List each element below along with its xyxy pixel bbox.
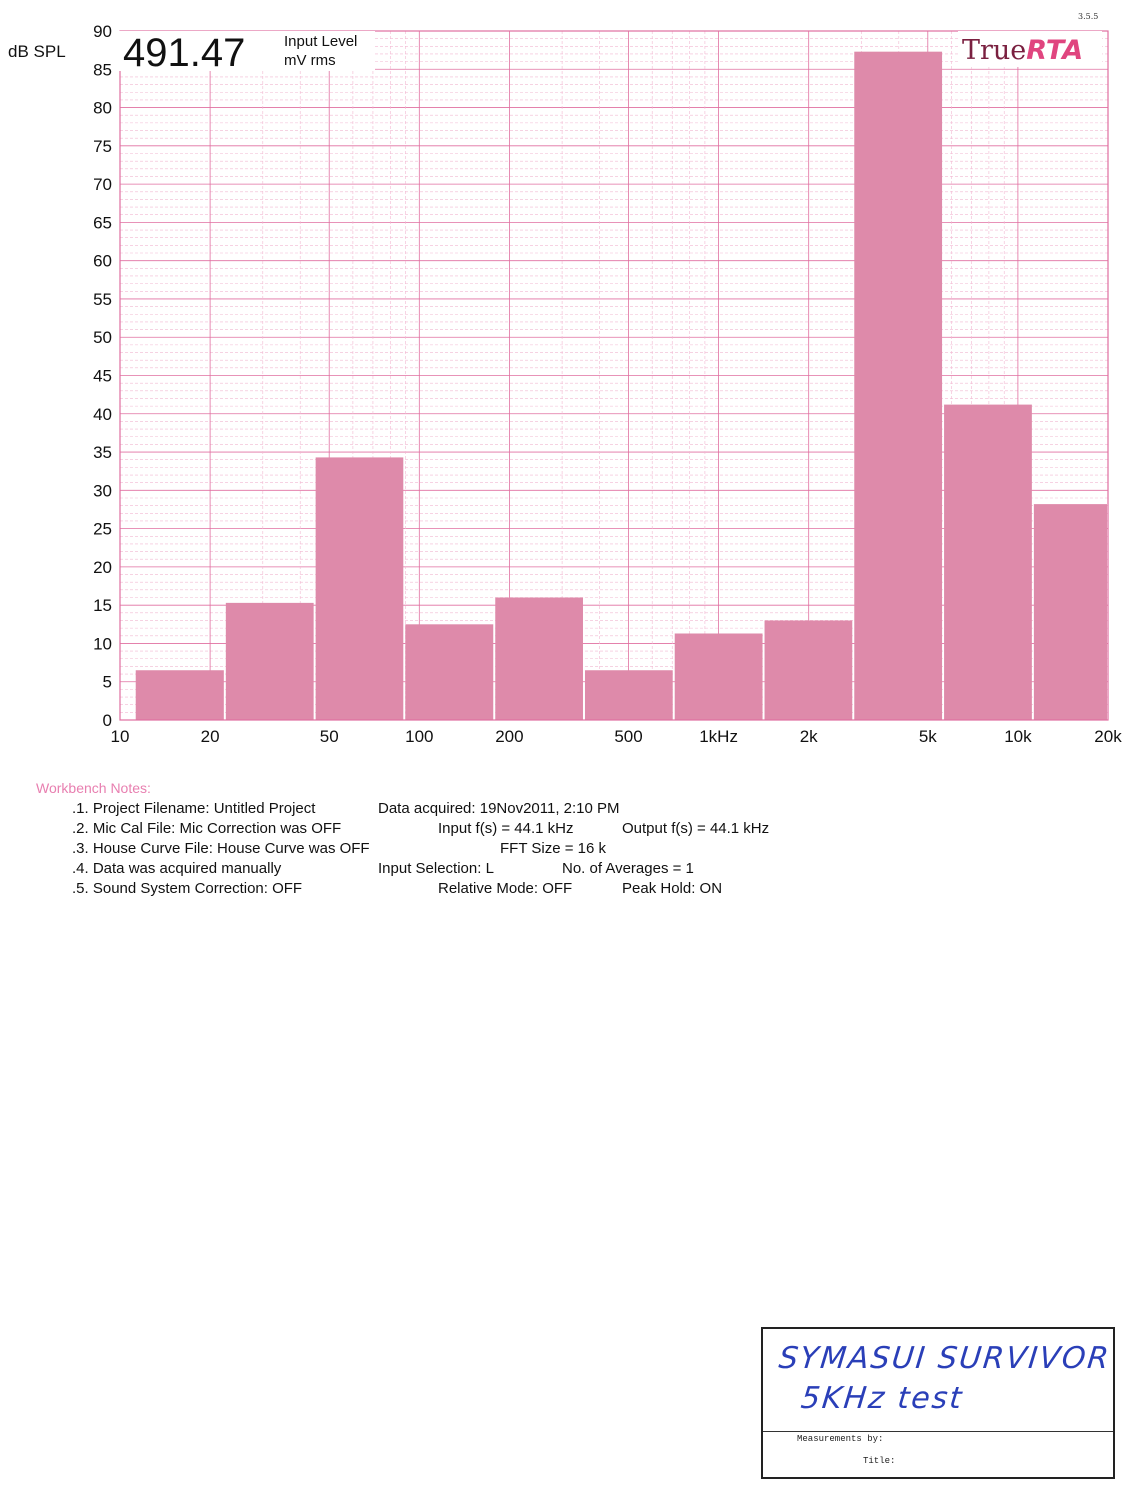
y-tick-label: 55 xyxy=(93,290,112,309)
version-label: 3.5.5 xyxy=(1078,12,1099,21)
plot-frame xyxy=(119,30,1109,721)
input-level-unit: mV rms xyxy=(284,52,336,69)
chart-bar xyxy=(495,597,583,720)
y-tick-label: 15 xyxy=(93,596,112,615)
workbench-notes-heading: Workbench Notes: xyxy=(36,780,151,796)
chart-bar xyxy=(135,670,224,720)
x-tick-label: 5k xyxy=(919,727,937,746)
rta-chart: 0 5 10 15 20 25 30 35 40 45 50 55 60 65 70 75 80 85 90 10 2… xyxy=(8,22,1123,746)
y-tick-labels: 0 5 10 15 20 25 30 35 40 45 50 55 60 65 70 75 80 85 90 xyxy=(93,22,112,730)
chart-bar xyxy=(315,457,404,720)
input-level-box xyxy=(119,31,375,71)
chart-bar xyxy=(1033,504,1107,720)
measurements-by-label: Measurements by: xyxy=(797,1434,884,1444)
chart-bar xyxy=(764,620,853,720)
y-tick-label: 80 xyxy=(93,99,112,118)
y-tick-label: 40 xyxy=(93,405,112,424)
x-tick-label: 200 xyxy=(495,727,523,746)
y-tick-label: 65 xyxy=(93,213,112,232)
note-averages: No. of Averages = 1 xyxy=(562,860,694,877)
x-tick-label: 10k xyxy=(1004,727,1032,746)
y-tick-label: 10 xyxy=(93,634,112,653)
y-tick-label: 70 xyxy=(93,175,112,194)
note-data-acquired: Data acquired: 19Nov2011, 2:10 PM xyxy=(378,800,620,817)
y-tick-label: 5 xyxy=(103,673,112,692)
note-sound-system: .5. Sound System Correction: OFF xyxy=(72,880,303,897)
chart-bar xyxy=(944,404,1032,720)
y-tick-label: 0 xyxy=(103,711,112,730)
handwritten-title: SYMASUI SURVIVOR xyxy=(777,1341,1113,1376)
y-tick-label: 20 xyxy=(93,558,112,577)
title-label: Title: xyxy=(863,1456,896,1466)
y-tick-label: 75 xyxy=(93,137,112,156)
note-fft-size: FFT Size = 16 k xyxy=(500,840,607,857)
brand-logo: TrueRTA xyxy=(962,35,1083,66)
note-input-selection: Input Selection: L xyxy=(378,860,494,877)
y-tick-label: 50 xyxy=(93,328,112,347)
chart-bar xyxy=(674,633,763,720)
y-tick-label: 45 xyxy=(93,367,112,386)
note-output-fs: Output f(s) = 44.1 kHz xyxy=(622,820,770,837)
x-tick-label: 1kHz xyxy=(699,727,738,746)
x-tick-labels: 10 20 50 100 200 500 1kHz 2k 5k 10k 20k xyxy=(111,727,1123,746)
x-tick-label: 10 xyxy=(111,727,130,746)
note-project-filename: .1. Project Filename: Untitled Project xyxy=(72,800,316,817)
x-tick-label: 500 xyxy=(614,727,642,746)
y-tick-label: 90 xyxy=(93,22,112,41)
x-tick-label: 20k xyxy=(1094,727,1122,746)
note-acquired-manually: .4. Data was acquired manually xyxy=(72,860,282,877)
x-tick-label: 20 xyxy=(201,727,220,746)
handwritten-subtitle: 5KHz test xyxy=(799,1381,966,1416)
x-tick-label: 2k xyxy=(800,727,818,746)
note-mic-cal: .2. Mic Cal File: Mic Correction was OFF xyxy=(72,820,342,837)
brand-box xyxy=(958,31,1102,67)
x-tick-label: 100 xyxy=(405,727,433,746)
chart-bars xyxy=(135,51,1107,721)
y-tick-label: 30 xyxy=(93,481,112,500)
stamp-handwritten-area: SYMASUI SURVIVOR 5KHz test xyxy=(763,1329,1113,1432)
chart-bar xyxy=(854,51,943,721)
chart-bar xyxy=(584,670,673,720)
input-level-label: Input Level xyxy=(284,33,357,50)
input-level-value: 491.47 xyxy=(123,31,245,75)
note-relative-mode: Relative Mode: OFF xyxy=(438,880,573,897)
note-house-curve: .3. House Curve File: House Curve was OF… xyxy=(72,840,370,857)
brand-logo-true: True xyxy=(962,35,1026,66)
chart-bar xyxy=(405,624,494,720)
y-tick-label: 60 xyxy=(93,252,112,271)
y-axis-unit-label: dB SPL xyxy=(8,42,66,61)
y-tick-label: 85 xyxy=(93,60,112,79)
y-tick-label: 35 xyxy=(93,443,112,462)
chart-grid xyxy=(119,30,1109,721)
note-peak-hold: Peak Hold: ON xyxy=(622,880,723,897)
brand-logo-rta: RTA xyxy=(1026,35,1083,66)
chart-bar xyxy=(225,602,314,720)
note-input-fs: Input f(s) = 44.1 kHz xyxy=(438,820,574,837)
measurement-stamp: SYMASUI SURVIVOR 5KHz test Measurements … xyxy=(761,1327,1115,1479)
x-tick-label: 50 xyxy=(320,727,339,746)
y-tick-label: 25 xyxy=(93,520,112,539)
